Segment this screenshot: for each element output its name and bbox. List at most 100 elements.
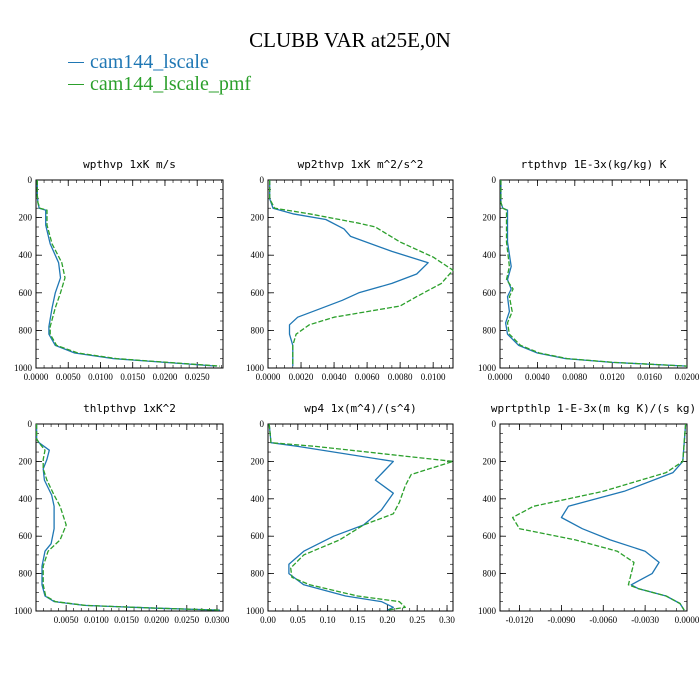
panel-4-ytick-label: 600 — [19, 531, 33, 541]
panel-1-xtick-label: 0.0200 — [153, 372, 178, 382]
panel-1-ytick-label: 800 — [19, 325, 33, 335]
panel-1-xtick-label: 0.0100 — [88, 372, 113, 382]
panel-6-frame — [499, 423, 688, 612]
panel-2-ytick-label: 400 — [251, 250, 265, 260]
panel-5-xtick-label: 0.00 — [260, 615, 276, 625]
panel-3-xtick-label: 0.0080 — [562, 372, 587, 382]
panel-3-ytick-label: 800 — [483, 325, 497, 335]
panel-1-xtick-label: 0.0050 — [56, 372, 81, 382]
panel-5-frame — [267, 423, 454, 612]
panel-3: rtpthvp 1E-3x(kg/kg) K 0.0000 0.0040 0.0080… — [478, 158, 700, 382]
panel-1-ytick-label: 0 — [28, 175, 33, 185]
panel-6-series-1-line — [560, 423, 687, 611]
legend-entry-2: cam144_lscale_pmf — [68, 73, 251, 95]
panel-4: thlpthvp 1xK^2 0.0050 0.0100 0.0150 0.0200 0.… — [14, 402, 230, 625]
panel-5-ytick-label: 600 — [251, 531, 265, 541]
panel-3-ytick-label: 0 — [492, 175, 497, 185]
panel-4-xtick-label: 0.0200 — [144, 615, 169, 625]
panel-4-xtick-label: 0.0250 — [174, 615, 199, 625]
panel-2-xtick-label: 0.0100 — [421, 372, 446, 382]
panel-6-title: wprtpthlp 1-E-3x(m kg K)/(s kg) — [491, 402, 696, 415]
panel-3-ytick-label: 400 — [483, 250, 497, 260]
panel-4-xtick-label: 0.0300 — [205, 615, 230, 625]
panel-5-xtick-label: 0.15 — [350, 615, 366, 625]
panel-2-series-2-line — [269, 180, 454, 367]
panel-1-ytick-label: 1000 — [14, 363, 33, 373]
panel-2-frame — [267, 179, 454, 369]
panel-1-frame — [35, 179, 224, 369]
panel-6-ytick-label: 600 — [483, 531, 497, 541]
panel-2-xtick-label: 0.0020 — [289, 372, 314, 382]
panel-5: wp4 1x(m^4)/(s^4) 0.00 0.05 0.10 0.15 0.20 0.2… — [246, 402, 455, 625]
panel-6: wprtpthlp 1-E-3x(m kg K)/(s kg) -0.0120 -0… — [478, 402, 700, 625]
panel-3-xtick-label: 0.0120 — [600, 372, 625, 382]
panel-2-ytick-label: 800 — [251, 325, 265, 335]
panel-1-xtick-label: 0.0000 — [24, 372, 49, 382]
panel-5-series-2-line — [268, 423, 454, 611]
chart-title: CLUBB VAR at25E,0N — [249, 28, 451, 52]
panel-3-ytick-label: 600 — [483, 288, 497, 298]
panel-1-ytick-label: 600 — [19, 288, 33, 298]
panel-6-ytick-label: 1000 — [478, 606, 497, 616]
panel-4-ytick-label: 400 — [19, 494, 33, 504]
panel-5-ytick-label: 400 — [251, 494, 265, 504]
panel-2-xtick-label: 0.0000 — [256, 372, 281, 382]
legend-entry-1: cam144_lscale — [68, 51, 209, 73]
panel-5-xtick-label: 0.10 — [320, 615, 336, 625]
panel-5-ytick-label: 800 — [251, 569, 265, 579]
panel-2-title: wp2thvp 1xK m^2/s^2 — [298, 158, 424, 171]
panel-2-xtick-label: 0.0080 — [388, 372, 413, 382]
panel-2: wp2thvp 1xK m^2/s^2 0.0000 0.0020 0.0040 0.0… — [246, 158, 454, 382]
panel-3-xtick-label: 0.0040 — [525, 372, 550, 382]
panel-1-series-2-line — [36, 180, 220, 367]
panel-2-xtick-label: 0.0040 — [322, 372, 347, 382]
panel-4-xtick-label: 0.0150 — [114, 615, 139, 625]
panel-6-ytick-label: 800 — [483, 569, 497, 579]
legend-line-1 — [68, 61, 84, 63]
panel-4-series-2-line — [35, 424, 221, 611]
panel-6-ytick-label: 400 — [483, 494, 497, 504]
panel-2-xtick-label: 0.0060 — [355, 372, 380, 382]
panel-5-title: wp4 1x(m^4)/(s^4) — [304, 402, 417, 415]
panel-5-ytick-label: 0 — [260, 419, 265, 429]
panel-3-xtick-label: 0.0000 — [488, 372, 513, 382]
legend-label-2: cam144_lscale_pmf — [90, 73, 252, 95]
panel-3-xtick-label: 0.0160 — [637, 372, 662, 382]
panel-6-ytick-label: 0 — [492, 419, 497, 429]
panel-3-title: rtpthvp 1E-3x(kg/kg) K — [521, 158, 667, 171]
panel-5-xtick-label: 0.20 — [379, 615, 395, 625]
panel-1-ytick-label: 400 — [19, 250, 33, 260]
panel-2-ytick-label: 600 — [251, 288, 265, 298]
legend-label-1: cam144_lscale — [90, 51, 209, 73]
panel-1-title: wpthvp 1xK m/s — [83, 158, 176, 171]
panel-4-xtick-label: 0.0100 — [84, 615, 109, 625]
panel-3-ytick-label: 1000 — [478, 363, 497, 373]
panel-3-xtick-label: 0.0200 — [675, 372, 700, 382]
panel-1-ytick-label: 200 — [19, 213, 33, 223]
panel-6-series-2-line — [511, 423, 687, 611]
panel-3-series-2-line — [500, 180, 688, 367]
panel-5-ytick-label: 1000 — [246, 606, 265, 616]
panel-3-ytick-label: 200 — [483, 213, 497, 223]
panel-2-series-1-line — [269, 180, 429, 367]
panel-1-xtick-label: 0.0250 — [185, 372, 210, 382]
panel-4-ytick-label: 1000 — [14, 606, 33, 616]
panel-3-series-1-line — [500, 180, 688, 367]
panel-5-ytick-label: 200 — [251, 456, 265, 466]
panel-6-xtick-label: -0.0120 — [506, 615, 534, 625]
panel-4-xtick-label: 0.0050 — [54, 615, 79, 625]
panel-4-title: thlpthvp 1xK^2 — [83, 402, 176, 415]
panel-6-ytick-label: 200 — [483, 456, 497, 466]
panel-2-ytick-label: 0 — [260, 175, 265, 185]
panel-5-xtick-label: 0.05 — [290, 615, 306, 625]
panel-5-xtick-label: 0.30 — [439, 615, 455, 625]
panel-6-xtick-label: 0.0000 — [675, 615, 700, 625]
panel-5-series-1-line — [268, 423, 394, 611]
panel-6-xtick-label: -0.0090 — [548, 615, 576, 625]
panel-3-frame — [499, 179, 688, 369]
panel-6-xtick-label: -0.0030 — [631, 615, 659, 625]
panel-4-ytick-label: 0 — [28, 419, 33, 429]
panel-1: wpthvp 1xK m/s 0.0000 0.0050 0.0100 0.0150 0.… — [14, 158, 224, 382]
panel-6-xtick-label: -0.0060 — [589, 615, 617, 625]
